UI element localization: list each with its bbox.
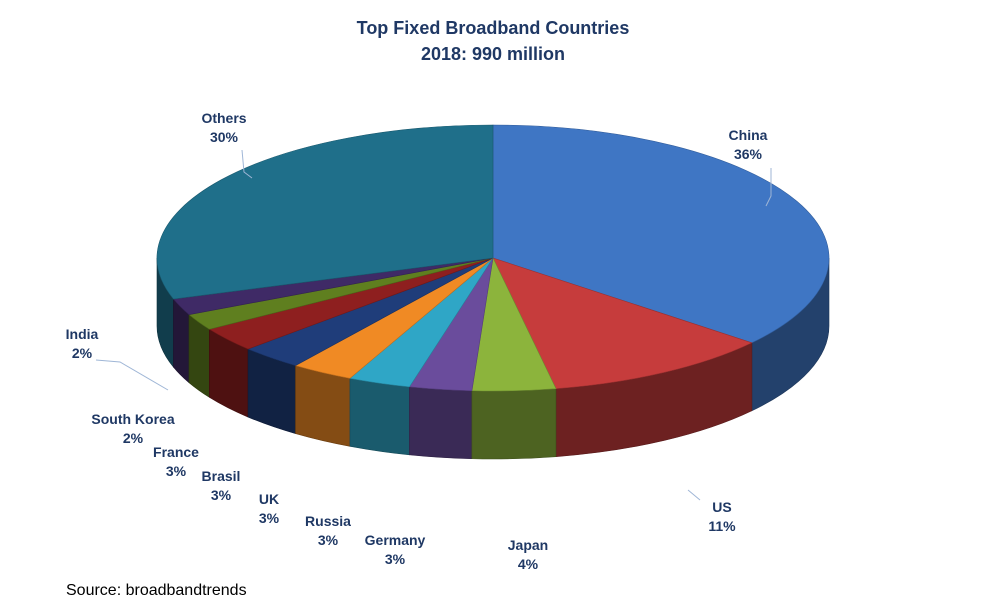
- slice-label-us: US: [712, 499, 731, 515]
- pie-slice-us: [492, 257, 753, 389]
- slice-value-others: 30%: [210, 129, 239, 145]
- slice-value-india: 2%: [72, 345, 93, 361]
- pie-leader-lines: [95, 149, 772, 501]
- slice-value-france: 3%: [166, 463, 187, 479]
- pie-side-russia: [349, 377, 410, 456]
- slice-label-brasil: Brasil: [202, 468, 241, 484]
- pie-labels: China 36% US 11% Japan 4% Germany 3% Russia 3% UK 3…: [66, 110, 768, 572]
- slice-value-china: 36%: [734, 146, 763, 162]
- slice-value-germany: 3%: [385, 551, 406, 567]
- pie-side-germany: [409, 386, 473, 460]
- slice-label-japan: Japan: [508, 537, 548, 553]
- pie-side-uk: [295, 365, 351, 447]
- pie-top: [156, 124, 830, 392]
- slice-label-germany: Germany: [365, 532, 426, 548]
- leader-line-others: [241, 149, 253, 179]
- slice-value-south-korea: 2%: [123, 430, 144, 446]
- slice-value-russia: 3%: [318, 532, 339, 548]
- pie-slice-china: [492, 124, 830, 344]
- leader-line-india: [95, 359, 169, 391]
- slice-label-others: Others: [201, 110, 246, 126]
- chart-title: Top Fixed Broadband Countries: [357, 18, 630, 38]
- leader-line-china: [765, 168, 772, 207]
- slice-value-us: 11%: [708, 518, 736, 534]
- source-note: Source: broadbandtrends: [66, 582, 247, 599]
- pie-slice-others: [156, 124, 494, 300]
- slice-label-uk: UK: [259, 491, 279, 507]
- slice-value-brasil: 3%: [211, 487, 232, 503]
- leader-line-us: [687, 489, 701, 501]
- slice-value-uk: 3%: [259, 510, 280, 526]
- slice-label-russia: Russia: [305, 513, 351, 529]
- slice-label-south-korea: South Korea: [91, 411, 174, 427]
- slice-value-japan: 4%: [518, 556, 539, 572]
- pie-side-japan: [471, 388, 557, 460]
- pie-sides: [156, 257, 830, 460]
- slice-label-india: India: [66, 326, 99, 342]
- chart-subtitle: 2018: 990 million: [421, 44, 565, 64]
- slice-label-france: France: [153, 444, 199, 460]
- slice-label-china: China: [729, 127, 768, 143]
